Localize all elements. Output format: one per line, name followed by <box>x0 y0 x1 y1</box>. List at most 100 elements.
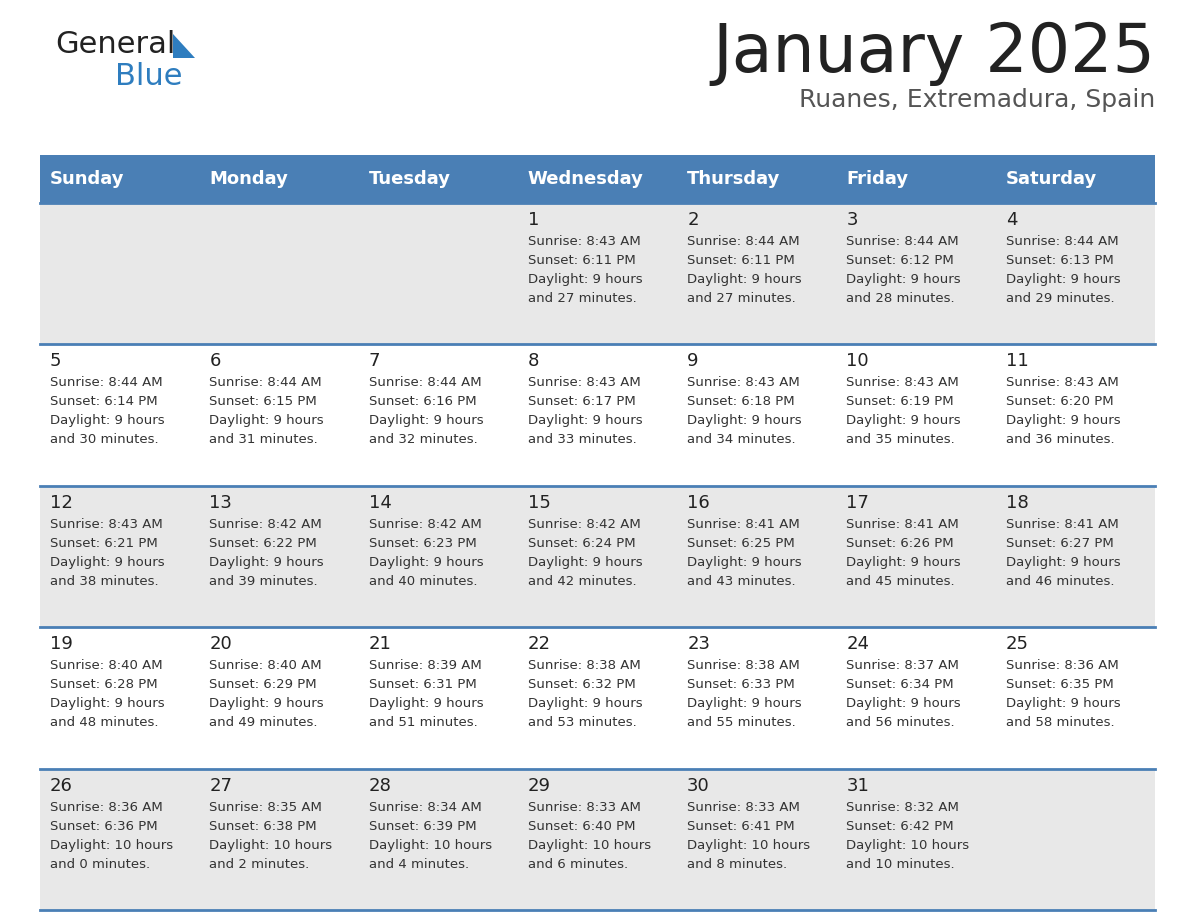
Text: 8: 8 <box>527 353 539 370</box>
Text: 14: 14 <box>368 494 392 512</box>
Text: Sunrise: 8:37 AM: Sunrise: 8:37 AM <box>846 659 959 672</box>
Text: Sunset: 6:24 PM: Sunset: 6:24 PM <box>527 537 636 550</box>
Text: 7: 7 <box>368 353 380 370</box>
Text: Sunrise: 8:42 AM: Sunrise: 8:42 AM <box>368 518 481 531</box>
Text: Daylight: 10 hours: Daylight: 10 hours <box>687 839 810 852</box>
Bar <box>836 344 996 486</box>
Text: Daylight: 9 hours: Daylight: 9 hours <box>527 555 643 569</box>
Text: Sunrise: 8:43 AM: Sunrise: 8:43 AM <box>527 235 640 248</box>
Text: 17: 17 <box>846 494 870 512</box>
Bar <box>200 486 359 627</box>
Text: Sunset: 6:42 PM: Sunset: 6:42 PM <box>846 820 954 833</box>
Text: and 33 minutes.: and 33 minutes. <box>527 433 637 446</box>
Text: Sunset: 6:13 PM: Sunset: 6:13 PM <box>1006 254 1113 267</box>
Text: and 30 minutes.: and 30 minutes. <box>50 433 159 446</box>
Text: Sunrise: 8:35 AM: Sunrise: 8:35 AM <box>209 800 322 813</box>
Bar <box>518 486 677 627</box>
Text: Sunrise: 8:43 AM: Sunrise: 8:43 AM <box>50 518 163 531</box>
Text: and 32 minutes.: and 32 minutes. <box>368 433 478 446</box>
Bar <box>836 203 996 344</box>
Bar <box>836 768 996 910</box>
Text: 12: 12 <box>50 494 72 512</box>
Text: Sunrise: 8:44 AM: Sunrise: 8:44 AM <box>50 376 163 389</box>
Text: Sunset: 6:19 PM: Sunset: 6:19 PM <box>846 396 954 409</box>
Text: Sunset: 6:22 PM: Sunset: 6:22 PM <box>209 537 317 550</box>
Text: and 53 minutes.: and 53 minutes. <box>527 716 637 729</box>
Text: Sunrise: 8:38 AM: Sunrise: 8:38 AM <box>687 659 800 672</box>
Text: and 35 minutes.: and 35 minutes. <box>846 433 955 446</box>
Text: Sunset: 6:35 PM: Sunset: 6:35 PM <box>1006 678 1113 691</box>
Text: Sunrise: 8:40 AM: Sunrise: 8:40 AM <box>209 659 322 672</box>
Bar <box>359 203 518 344</box>
Text: 31: 31 <box>846 777 870 795</box>
Text: Sunrise: 8:42 AM: Sunrise: 8:42 AM <box>527 518 640 531</box>
Text: Daylight: 9 hours: Daylight: 9 hours <box>846 555 961 569</box>
Text: and 48 minutes.: and 48 minutes. <box>50 716 158 729</box>
Bar <box>359 344 518 486</box>
Text: and 6 minutes.: and 6 minutes. <box>527 857 628 870</box>
Text: and 49 minutes.: and 49 minutes. <box>209 716 317 729</box>
Text: Sunrise: 8:42 AM: Sunrise: 8:42 AM <box>209 518 322 531</box>
Text: Sunset: 6:21 PM: Sunset: 6:21 PM <box>50 537 158 550</box>
Bar <box>200 203 359 344</box>
Text: 28: 28 <box>368 777 392 795</box>
Text: Daylight: 9 hours: Daylight: 9 hours <box>50 697 165 711</box>
Text: and 36 minutes.: and 36 minutes. <box>1006 433 1114 446</box>
Text: Daylight: 9 hours: Daylight: 9 hours <box>846 697 961 711</box>
Text: Daylight: 10 hours: Daylight: 10 hours <box>209 839 333 852</box>
Text: and 58 minutes.: and 58 minutes. <box>1006 716 1114 729</box>
Text: Sunrise: 8:41 AM: Sunrise: 8:41 AM <box>1006 518 1118 531</box>
Text: Daylight: 9 hours: Daylight: 9 hours <box>1006 414 1120 428</box>
Text: Sunrise: 8:36 AM: Sunrise: 8:36 AM <box>1006 659 1118 672</box>
Text: Daylight: 9 hours: Daylight: 9 hours <box>846 414 961 428</box>
Text: Daylight: 9 hours: Daylight: 9 hours <box>687 555 802 569</box>
Text: Daylight: 9 hours: Daylight: 9 hours <box>209 555 324 569</box>
Text: 24: 24 <box>846 635 870 654</box>
Text: 26: 26 <box>50 777 72 795</box>
Text: 23: 23 <box>687 635 710 654</box>
Text: Sunrise: 8:43 AM: Sunrise: 8:43 AM <box>527 376 640 389</box>
Text: Sunset: 6:16 PM: Sunset: 6:16 PM <box>368 396 476 409</box>
Text: Daylight: 9 hours: Daylight: 9 hours <box>209 414 324 428</box>
Text: and 46 minutes.: and 46 minutes. <box>1006 575 1114 588</box>
Bar <box>996 627 1155 768</box>
Text: Friday: Friday <box>846 170 909 188</box>
Text: and 55 minutes.: and 55 minutes. <box>687 716 796 729</box>
Bar <box>836 627 996 768</box>
Text: 1: 1 <box>527 211 539 229</box>
Text: Tuesday: Tuesday <box>368 170 450 188</box>
Text: Daylight: 9 hours: Daylight: 9 hours <box>209 697 324 711</box>
Text: 25: 25 <box>1006 635 1029 654</box>
Text: Daylight: 9 hours: Daylight: 9 hours <box>1006 273 1120 286</box>
Text: Daylight: 10 hours: Daylight: 10 hours <box>846 839 969 852</box>
Bar <box>996 155 1155 203</box>
Text: and 40 minutes.: and 40 minutes. <box>368 575 478 588</box>
Text: Daylight: 9 hours: Daylight: 9 hours <box>368 555 484 569</box>
Text: Sunrise: 8:44 AM: Sunrise: 8:44 AM <box>209 376 322 389</box>
Text: Sunset: 6:11 PM: Sunset: 6:11 PM <box>687 254 795 267</box>
Bar <box>359 486 518 627</box>
Text: Sunset: 6:40 PM: Sunset: 6:40 PM <box>527 820 636 833</box>
Bar <box>40 486 200 627</box>
Text: Sunset: 6:41 PM: Sunset: 6:41 PM <box>687 820 795 833</box>
Text: 11: 11 <box>1006 353 1029 370</box>
Text: and 39 minutes.: and 39 minutes. <box>209 575 318 588</box>
Text: Sunset: 6:33 PM: Sunset: 6:33 PM <box>687 678 795 691</box>
Text: Sunset: 6:27 PM: Sunset: 6:27 PM <box>1006 537 1113 550</box>
Bar <box>518 627 677 768</box>
Text: 16: 16 <box>687 494 710 512</box>
Text: Sunrise: 8:44 AM: Sunrise: 8:44 AM <box>1006 235 1118 248</box>
Text: Sunset: 6:12 PM: Sunset: 6:12 PM <box>846 254 954 267</box>
Text: Sunset: 6:15 PM: Sunset: 6:15 PM <box>209 396 317 409</box>
Bar <box>200 344 359 486</box>
Text: Daylight: 9 hours: Daylight: 9 hours <box>1006 697 1120 711</box>
Text: Sunset: 6:25 PM: Sunset: 6:25 PM <box>687 537 795 550</box>
Text: Daylight: 9 hours: Daylight: 9 hours <box>368 697 484 711</box>
Text: Sunrise: 8:44 AM: Sunrise: 8:44 AM <box>368 376 481 389</box>
Text: Daylight: 9 hours: Daylight: 9 hours <box>527 414 643 428</box>
Bar <box>40 203 200 344</box>
Bar <box>40 344 200 486</box>
Text: 6: 6 <box>209 353 221 370</box>
Text: Sunset: 6:26 PM: Sunset: 6:26 PM <box>846 537 954 550</box>
Text: 13: 13 <box>209 494 232 512</box>
